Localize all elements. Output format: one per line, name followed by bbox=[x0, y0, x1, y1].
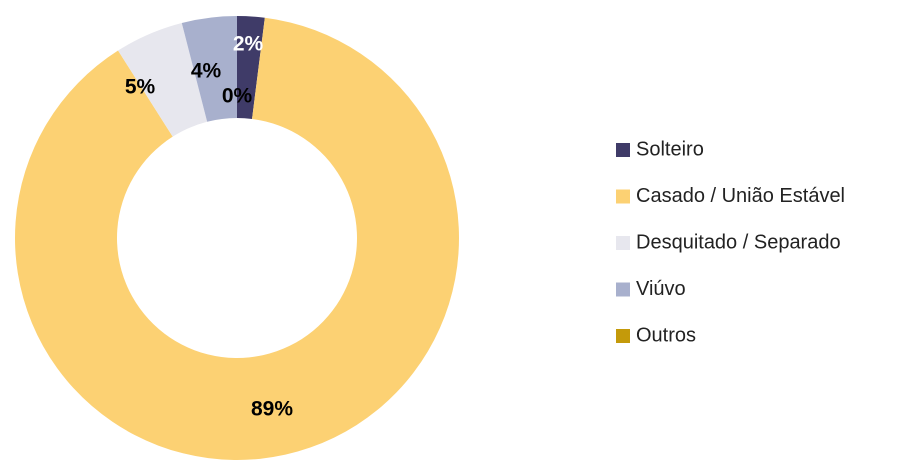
value-label: 2% bbox=[233, 33, 264, 56]
legend-label: Desquitado / Separado bbox=[636, 231, 841, 253]
legend-swatch bbox=[616, 282, 630, 297]
donut-slice bbox=[118, 22, 208, 137]
value-label: 89% bbox=[251, 398, 293, 421]
value-label: 0% bbox=[222, 85, 253, 108]
legend-swatch bbox=[616, 189, 630, 204]
legend-label: Viúvo bbox=[636, 278, 686, 300]
legend-label: Solteiro bbox=[636, 138, 704, 160]
legend-label: Outros bbox=[636, 324, 696, 346]
legend-swatch bbox=[616, 236, 630, 250]
value-label: 4% bbox=[191, 60, 222, 83]
donut-slice bbox=[181, 16, 237, 122]
legend-swatch bbox=[616, 329, 630, 343]
value-label: 5% bbox=[125, 76, 156, 99]
legend-label: Casado / União Estável bbox=[636, 185, 845, 207]
donut-slice bbox=[14, 17, 459, 461]
legend-swatch bbox=[616, 143, 630, 157]
donut-slice bbox=[237, 16, 265, 119]
